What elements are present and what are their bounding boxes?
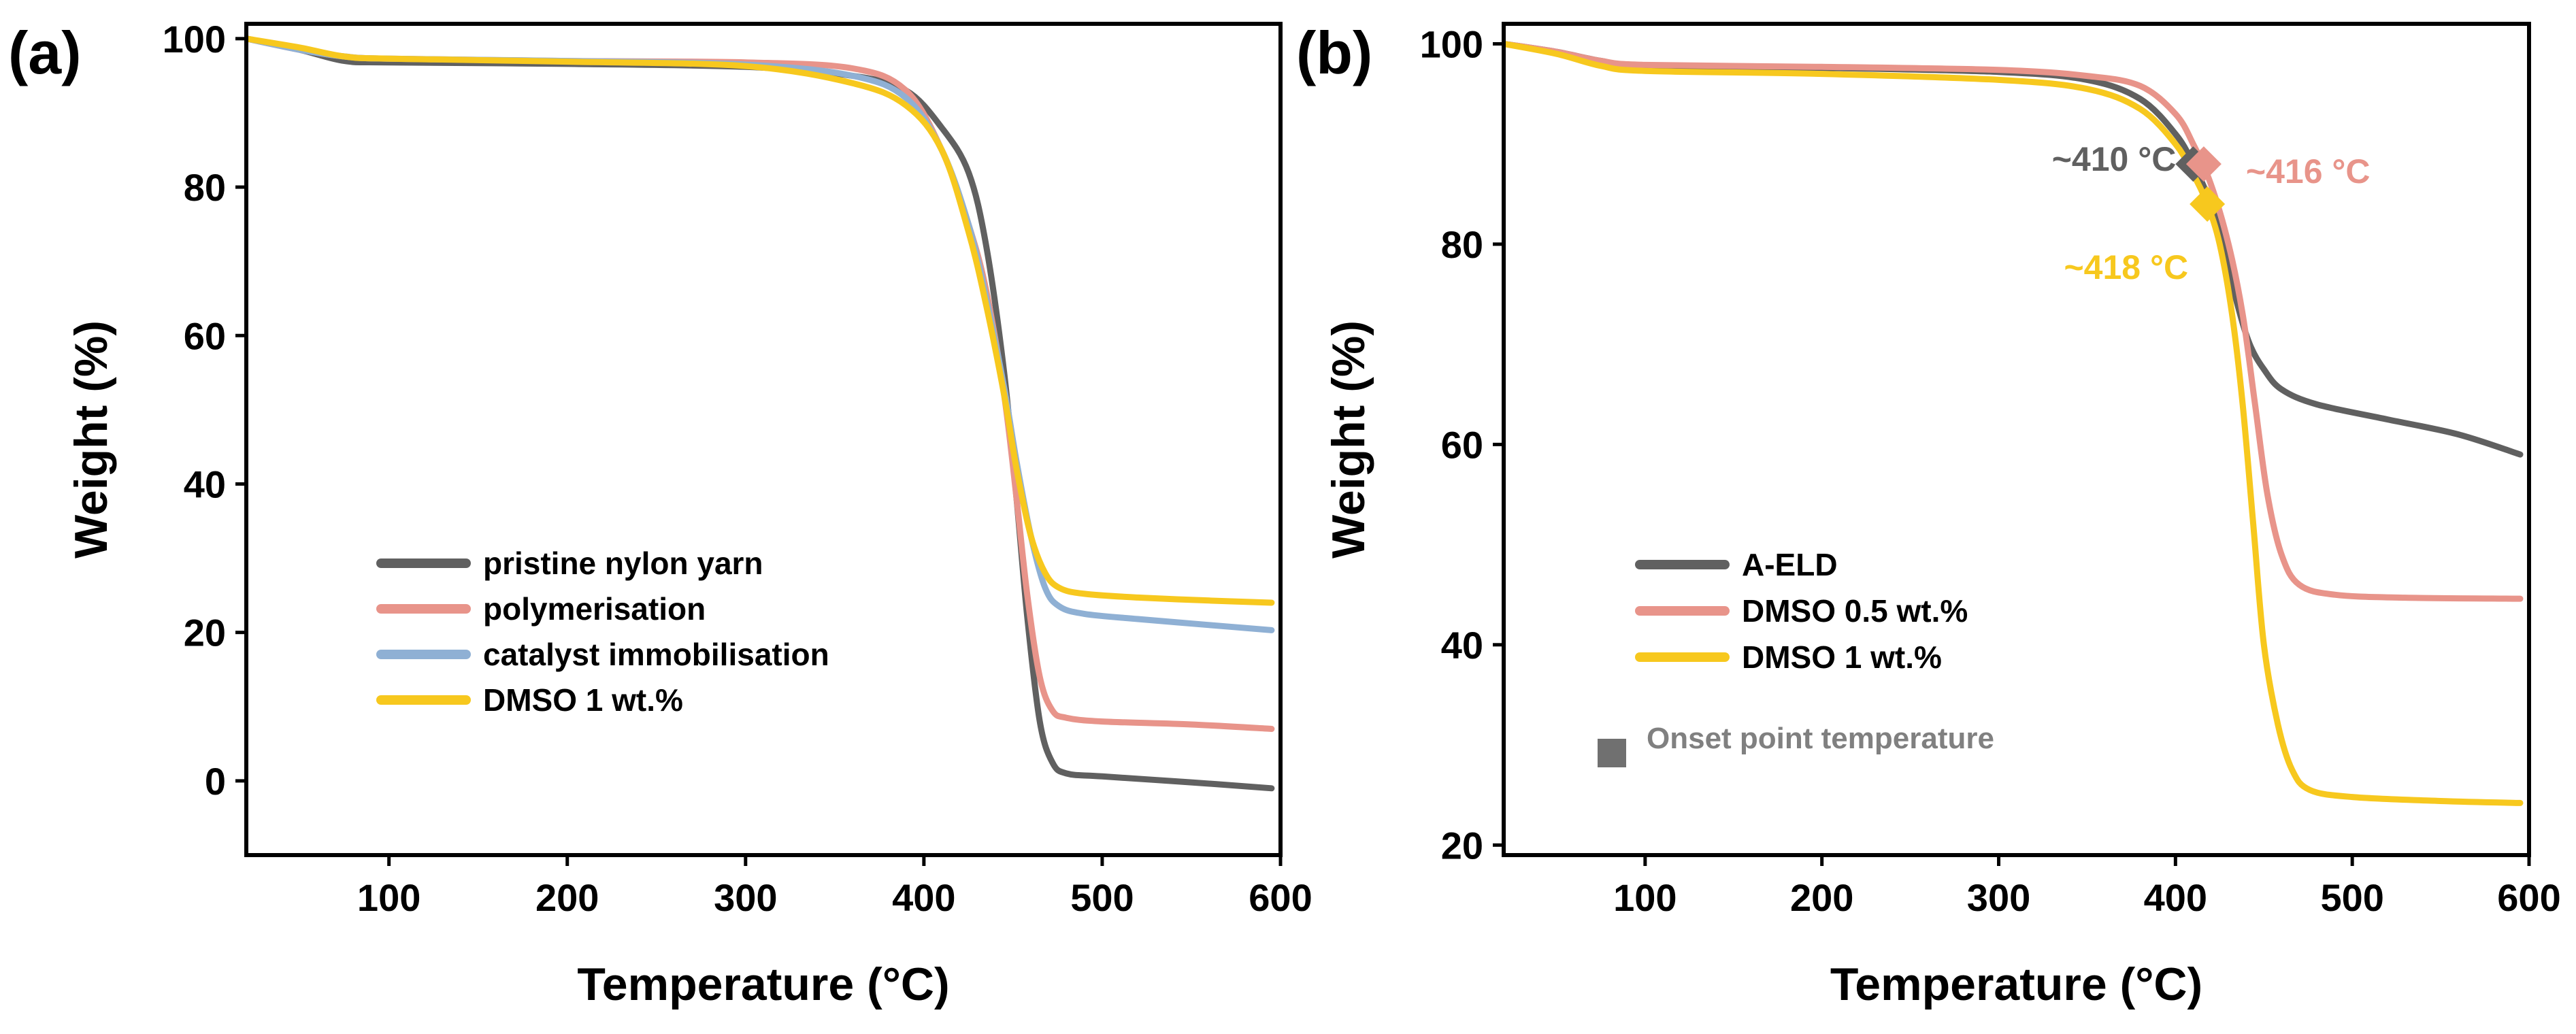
onset-marker-1 [2185, 146, 2222, 182]
plot-frame [1502, 22, 2531, 857]
panel-label: (b) [1296, 19, 1372, 86]
onset-annotation-0: ~410 °C [2052, 140, 2177, 178]
y-tick-label: 0 [205, 760, 226, 803]
legend-label-0: pristine nylon yarn [483, 546, 763, 581]
legend-label-2: DMSO 1 wt.% [1742, 639, 1942, 675]
x-tick-label: 500 [2320, 876, 2383, 919]
x-tick-label: 300 [1967, 876, 2030, 919]
onset-legend-label: Onset point temperature [1647, 722, 1994, 755]
plot-frame [244, 22, 1283, 857]
series-lines [246, 35, 1275, 792]
x-axis-title: Temperature (°C) [1830, 958, 2202, 1010]
legend-label-0: A-ELD [1742, 547, 1838, 582]
legend-label-1: polymerisation [483, 591, 706, 627]
x-tick-label: 600 [2497, 876, 2560, 919]
x-tick-label: 200 [535, 876, 599, 919]
legend: pristine nylon yarn polymerisation catalys… [376, 546, 829, 718]
y-axis-title: Weight (%) [65, 320, 117, 558]
legend-label-2: catalyst immobilisation [483, 637, 829, 672]
y-tick-label: 20 [1441, 824, 1483, 867]
y-tick-label: 40 [1441, 624, 1483, 667]
x-tick-label: 400 [892, 876, 955, 919]
y-tick-label: 60 [184, 314, 226, 357]
x-tick-label: 600 [1249, 876, 1312, 919]
series-line-2 [1504, 40, 2524, 806]
series-line-1 [246, 35, 1275, 732]
panel-label: (a) [8, 19, 82, 86]
series-line-0 [246, 35, 1275, 792]
legend-label-3: DMSO 1 wt.% [483, 682, 683, 718]
series-line-1 [1504, 40, 2524, 602]
y-tick-label: 100 [163, 18, 226, 61]
series-line-3 [246, 35, 1275, 606]
series-line-2 [246, 35, 1275, 633]
panel-a-chart: (a) 100 200 300 400 500 600 0 20 40 60 80 100 Tempera… [8, 18, 1312, 1010]
x-tick-label: 200 [1790, 876, 1853, 919]
onset-annotation-1: ~416 °C [2246, 152, 2371, 190]
onset-marker-2 [2190, 186, 2226, 222]
y-tick-label: 80 [184, 166, 226, 209]
y-tick-label: 100 [1420, 22, 1483, 65]
y-tick-label: 60 [1441, 423, 1483, 466]
series-line-0 [1504, 40, 2524, 458]
legend-label-1: DMSO 0.5 wt.% [1742, 593, 1968, 629]
x-tick-label: 500 [1070, 876, 1134, 919]
onset-annotation-2: ~418 °C [2064, 248, 2188, 286]
x-tick-label: 100 [1613, 876, 1677, 919]
panel-b-chart: (b) 100 200 300 400 500 600 20 40 60 80 100 Temperat… [1296, 19, 2561, 1010]
x-tick-label: 400 [2144, 876, 2207, 919]
onset-markers: ~410 °C ~416 °C ~418 °C [2052, 140, 2371, 286]
legend: A-ELD DMSO 0.5 wt.% DMSO 1 wt.% [1635, 547, 1968, 675]
x-tick-label: 100 [357, 876, 420, 919]
x-axis-title: Temperature (°C) [577, 958, 949, 1010]
onset-legend-square [1598, 739, 1626, 767]
y-tick-label: 20 [184, 612, 226, 654]
y-tick-label: 80 [1441, 223, 1483, 266]
y-axis-title: Weight (%) [1323, 320, 1374, 558]
y-tick-label: 40 [184, 463, 226, 505]
x-tick-label: 300 [714, 876, 777, 919]
